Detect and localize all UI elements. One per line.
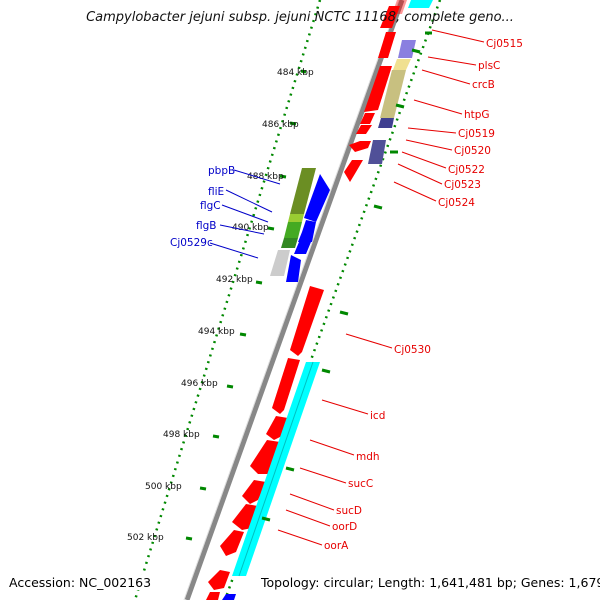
gene-label-oord[interactable]: oorD	[332, 521, 357, 533]
gene-feature[interactable]	[302, 220, 316, 232]
gene-label-mdh[interactable]: mdh	[356, 451, 380, 463]
gene-feature[interactable]	[298, 232, 314, 242]
gene-label-icd[interactable]: icd	[370, 410, 385, 422]
gene-label-cj0522[interactable]: Cj0522	[448, 164, 485, 176]
gene-feature[interactable]	[206, 592, 220, 600]
gene-label-cj0519[interactable]: Cj0519	[458, 128, 495, 140]
gene-feature[interactable]	[290, 168, 316, 214]
outer-dotted-track	[223, 0, 442, 600]
gene-feature[interactable]	[378, 118, 394, 128]
gene-label-oora[interactable]: oorA	[324, 540, 349, 552]
gene-label-cj0524[interactable]: Cj0524	[438, 197, 475, 209]
map-title: Campylobacter jejuni subsp. jejuni NCTC …	[86, 10, 514, 25]
gene-feature[interactable]	[380, 70, 406, 118]
tick-label-496: 496 kbp	[181, 379, 218, 389]
genome-backbone-highlight	[183, 0, 400, 600]
left-leader-lines	[209, 169, 281, 259]
gene-label-cj0523[interactable]: Cj0523	[444, 179, 481, 191]
gene-label-htpg[interactable]: htpG	[464, 109, 490, 121]
gene-feature[interactable]	[208, 570, 230, 590]
tick-label-490: 490 kbp	[232, 223, 269, 233]
gene-label-cj0529c[interactable]: Cj0529c	[170, 237, 213, 249]
gene-feature[interactable]	[284, 222, 302, 238]
inner-tick-marks	[185, 69, 307, 541]
gene-feature[interactable]	[238, 361, 314, 577]
tick-label-488: 488 kbp	[247, 172, 284, 182]
tick-label-486: 486 kbp	[262, 120, 299, 130]
gene-feature[interactable]	[368, 140, 386, 164]
gene-feature[interactable]	[222, 594, 236, 600]
gene-feature[interactable]	[304, 174, 330, 222]
topology-label: Topology: circular; Length: 1,641,481 bp…	[258, 575, 600, 590]
gene-feature[interactable]	[270, 250, 290, 276]
gene-feature[interactable]	[290, 286, 324, 356]
gene-feature[interactable]	[380, 6, 400, 28]
tick-marks	[261, 31, 432, 522]
gene-label-pbpb[interactable]: pbpB	[208, 165, 235, 177]
gene-label-crcb[interactable]: crcB	[472, 79, 495, 91]
tick-label-502: 502 kbp	[127, 533, 164, 543]
gene-feature[interactable]	[286, 255, 301, 282]
gene-feature[interactable]	[242, 480, 266, 504]
gene-feature[interactable]	[281, 238, 298, 248]
gene-label-flie[interactable]: fliE	[208, 186, 224, 198]
gene-feature[interactable]	[364, 66, 392, 112]
gene-feature[interactable]	[360, 113, 375, 124]
gene-label-sucd[interactable]: sucD	[336, 505, 362, 517]
gene-feature[interactable]	[398, 40, 416, 58]
gene-label-cj0520[interactable]: Cj0520	[454, 145, 491, 157]
right-leader-lines	[277, 29, 485, 546]
gene-label-succ[interactable]: sucC	[348, 478, 373, 490]
tick-label-498: 498 kbp	[163, 430, 200, 440]
tick-label-494: 494 kbp	[198, 327, 235, 337]
gene-label-flgc[interactable]: flgC	[200, 200, 221, 212]
gene-feature[interactable]	[356, 125, 372, 134]
gene-feature[interactable]	[393, 59, 411, 70]
gene-label-cj0515[interactable]: Cj0515	[486, 38, 523, 50]
accession-label: Accession: NC_002163	[9, 575, 155, 590]
gene-feature[interactable]	[349, 141, 371, 152]
gene-feature[interactable]	[294, 242, 311, 254]
gene-feature[interactable]	[344, 160, 363, 182]
tick-label-492: 492 kbp	[216, 275, 253, 285]
gene-feature[interactable]	[220, 530, 244, 556]
tick-label-484: 484 kbp	[277, 68, 314, 78]
gene-feature[interactable]	[288, 214, 304, 222]
gene-feature[interactable]	[408, 0, 433, 8]
gene-feature[interactable]	[272, 358, 300, 414]
gene-feature[interactable]	[250, 440, 280, 474]
gene-feature[interactable]	[378, 32, 396, 58]
gene-label-plsc[interactable]: plsC	[478, 60, 500, 72]
genome-backbone	[184, 0, 405, 600]
gene-label-flgb[interactable]: flgB	[196, 220, 216, 232]
gene-label-cj0530[interactable]: Cj0530	[394, 344, 431, 356]
tick-label-500: 500 kbp	[145, 482, 182, 492]
